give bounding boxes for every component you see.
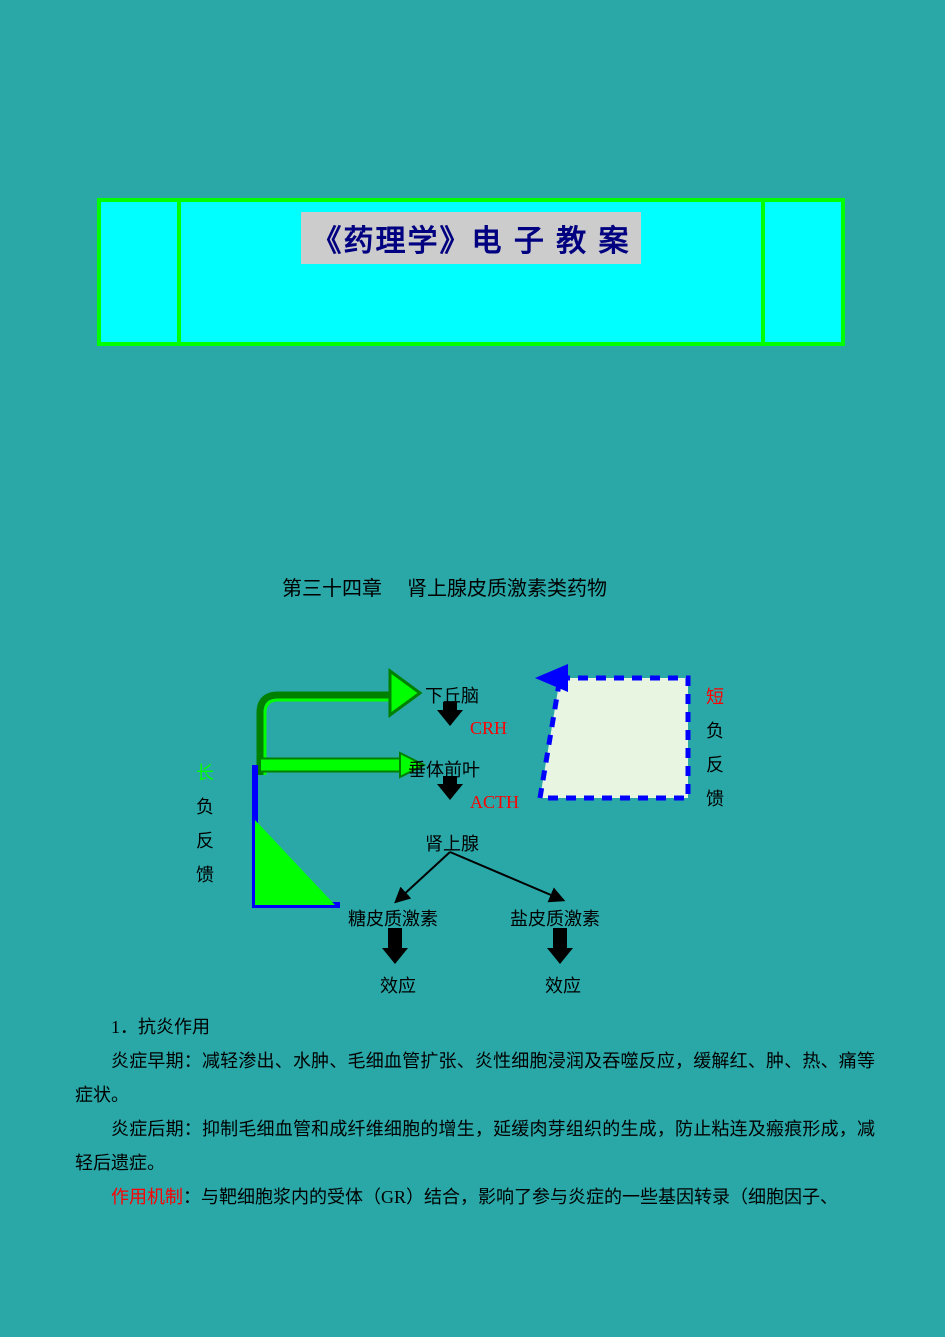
title-cell-right — [763, 200, 843, 344]
short-char-3: 馈 — [705, 782, 725, 816]
node-hypothalamus: 下丘脑 — [425, 682, 479, 708]
node-mineralocorticoid: 盐皮质激素 — [510, 905, 600, 931]
chapter-title-text: 肾上腺皮质激素类药物 — [407, 578, 607, 600]
short-feedback-label: 短 负 反 馈 — [705, 680, 725, 816]
paragraph-late: 炎症后期：抑制毛细血管和成纤维细胞的增生，延缓肉芽组织的生成，防止粘连及瘢痕形成… — [75, 1112, 875, 1180]
chapter-heading: 第三十四章 肾上腺皮质激素类药物 — [282, 572, 607, 601]
section-title: 抗炎作用 — [138, 1017, 210, 1037]
long-char-2: 反 — [195, 824, 215, 858]
node-acth: ACTH — [470, 792, 519, 813]
paragraph-early: 炎症早期：减轻渗出、水肿、毛细血管扩张、炎性细胞浸润及吞噬反应，缓解红、肿、热、… — [75, 1044, 875, 1112]
node-glucocorticoid: 糖皮质激素 — [348, 905, 438, 931]
title-table: 《药理学》电 子 教 案 — [97, 198, 845, 346]
title-cell-left — [99, 200, 179, 344]
paragraph-mechanism: 作用机制：与靶细胞浆内的受体（GR）结合，影响了参与炎症的一些基因转录（细胞因子… — [75, 1180, 875, 1214]
long-char-0: 长 — [195, 756, 215, 790]
long-char-1: 负 — [195, 790, 215, 824]
body-text-block: 1．抗炎作用 炎症早期：减轻渗出、水肿、毛细血管扩张、炎性细胞浸润及吞噬反应，缓… — [75, 1010, 875, 1214]
node-pituitary: 垂体前叶 — [408, 756, 480, 782]
short-char-2: 反 — [705, 748, 725, 782]
long-feedback-label: 长 负 反 馈 — [195, 756, 215, 892]
short-char-0: 短 — [705, 680, 725, 714]
section-heading: 1．抗炎作用 — [75, 1010, 875, 1044]
section-number: 1． — [111, 1017, 138, 1037]
course-title-banner: 《药理学》电 子 教 案 — [301, 212, 640, 264]
mechanism-text: ：与靶细胞浆内的受体（GR）结合，影响了参与炎症的一些基因转录（细胞因子、 — [183, 1187, 838, 1207]
long-char-3: 馈 — [195, 858, 215, 892]
short-char-1: 负 — [705, 714, 725, 748]
node-effect-left: 效应 — [380, 972, 416, 998]
node-adrenal: 肾上腺 — [425, 830, 479, 856]
node-crh: CRH — [470, 718, 507, 739]
chapter-number: 第三十四章 — [282, 578, 382, 600]
mechanism-label: 作用机制 — [111, 1187, 183, 1207]
node-effect-right: 效应 — [545, 972, 581, 998]
title-cell-center: 《药理学》电 子 教 案 — [179, 200, 763, 344]
